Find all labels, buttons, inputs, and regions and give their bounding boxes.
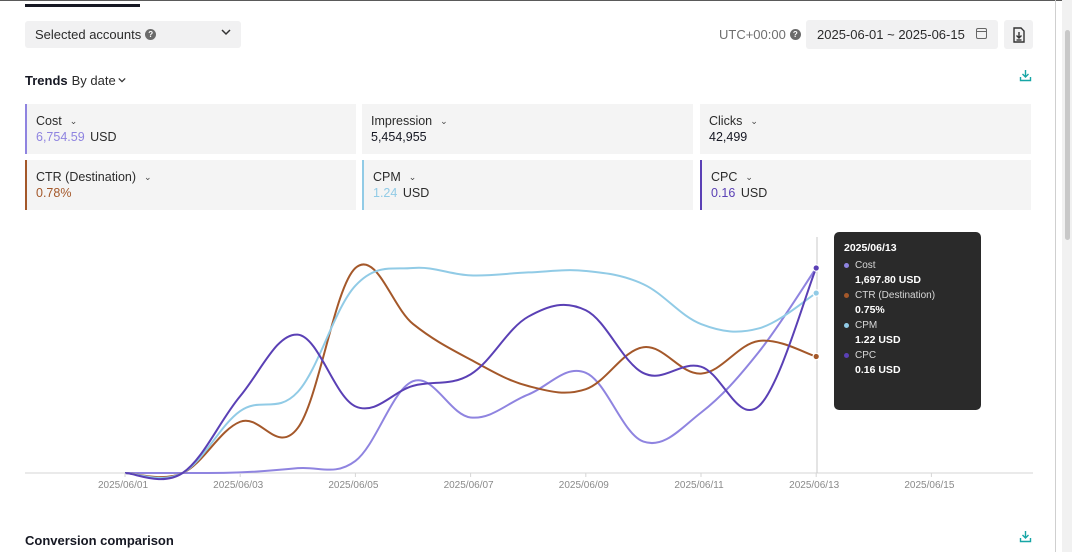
timezone-text: UTC+00:00 [719, 27, 786, 42]
metric-card-cpc[interactable]: CPC ⌄ 0.16 USD [700, 160, 1031, 210]
series-line-cpc [124, 267, 818, 481]
tooltip-row-ctr: CTR (Destination) 0.75% [844, 290, 971, 316]
chevron-down-icon: ⌄ [69, 115, 78, 126]
date-range-picker[interactable]: 2025-06-01 ~ 2025-06-15 [806, 20, 998, 49]
series-line-cost [124, 267, 818, 475]
help-icon[interactable]: ? [789, 29, 801, 40]
export-button[interactable] [1004, 20, 1033, 49]
group-by-select[interactable]: By date [71, 73, 116, 88]
chevron-down-icon [221, 27, 231, 40]
accounts-select[interactable]: Selected accounts ? [25, 21, 241, 48]
metric-name: Cost ⌄ [36, 114, 78, 128]
metric-card-cost[interactable]: Cost ⌄ 6,754.59 USD [25, 104, 356, 154]
metric-name: CPM ⌄ [373, 170, 417, 184]
tooltip-value: 0.75% [855, 304, 885, 316]
scrollbar-thumb[interactable] [1065, 30, 1070, 240]
metric-name: Clicks ⌄ [709, 114, 758, 128]
tooltip-row-cpc: CPC 0.16 USD [844, 350, 971, 376]
metric-value: 0.78% [36, 186, 72, 200]
hover-point-cpc [812, 264, 821, 272]
x-tick-label: 2025/06/11 [674, 480, 724, 491]
metric-card-clicks[interactable]: Clicks ⌄ 42,499 [700, 104, 1031, 154]
metric-unit: USD [90, 130, 117, 144]
conversion-comparison-title: Conversion comparison [25, 533, 174, 548]
chart-tooltip: 2025/06/13 Cost 1,697.80 USD CTR (Destin… [834, 232, 981, 410]
metric-name: CTR (Destination) ⌄ [36, 170, 152, 184]
series-line-cpm [124, 266, 817, 479]
legend-dot [844, 263, 849, 268]
scrollbar-track[interactable] [1062, 0, 1072, 552]
chevron-down-icon: ⌄ [750, 115, 758, 126]
x-tick-label: 2025/06/05 [328, 480, 378, 491]
calendar-icon [976, 28, 987, 39]
download-conversion-icon[interactable] [1019, 530, 1032, 548]
metric-value: 42,499 [709, 130, 748, 144]
metric-value: 5,454,955 [371, 130, 427, 144]
chevron-down-icon: ⌄ [745, 171, 753, 182]
legend-dot [844, 293, 849, 298]
legend-dot [844, 323, 849, 328]
tooltip-value: 1.22 USD [855, 334, 901, 346]
x-tick-label: 2025/06/01 [98, 480, 148, 491]
download-trends-icon[interactable] [1019, 69, 1032, 87]
tooltip-row-cost: Cost 1,697.80 USD [844, 260, 971, 286]
metric-card-impression[interactable]: Impression ⌄ 5,454,955 [362, 104, 693, 154]
x-tick-label: 2025/06/07 [444, 480, 494, 491]
chevron-down-icon [118, 76, 126, 86]
top-border [0, 0, 1072, 1]
metric-value: 6,754.59 [36, 130, 85, 144]
trends-title: Trends [25, 73, 68, 88]
x-tick-label: 2025/06/09 [559, 480, 609, 491]
chevron-down-icon: ⌄ [408, 171, 417, 182]
metric-card-cpm[interactable]: CPM ⌄ 1.24 USD [362, 160, 693, 210]
trends-header: Trends By date [25, 73, 126, 88]
metric-name: CPC ⌄ [711, 170, 753, 184]
tooltip-value: 0.16 USD [855, 364, 901, 376]
accounts-select-label: Selected accounts [35, 27, 142, 42]
panel-divider [1055, 0, 1056, 552]
hover-point-ctr [812, 352, 821, 361]
metric-value: 1.24 [373, 186, 398, 200]
chevron-down-icon: ⌄ [440, 115, 448, 126]
metric-name: Impression ⌄ [371, 114, 448, 128]
hover-point-cpm [812, 289, 821, 297]
x-tick-label: 2025/06/15 [904, 480, 954, 491]
timezone-label: UTC+00:00 ? [719, 27, 801, 42]
metric-value: 0.16 [711, 186, 736, 200]
help-icon[interactable]: ? [145, 29, 157, 40]
trend-line-chart[interactable]: 2025/06/01 2025/06/03 2025/06/05 2025/06/07… [0, 225, 1050, 500]
x-tick-label: 2025/06/03 [213, 480, 263, 491]
series-line-ctr [124, 263, 817, 479]
tooltip-value: 1,697.80 USD [855, 274, 921, 286]
x-tick-label: 2025/06/13 [789, 480, 839, 491]
legend-dot [844, 353, 849, 358]
active-tab-indicator [25, 4, 140, 7]
chevron-down-icon: ⌄ [144, 171, 152, 182]
tooltip-row-cpm: CPM 1.22 USD [844, 320, 971, 346]
metric-card-ctr[interactable]: CTR (Destination) ⌄ 0.78% [25, 160, 356, 210]
metric-unit: USD [740, 186, 768, 200]
download-file-icon [1012, 26, 1025, 43]
tooltip-date: 2025/06/13 [844, 242, 897, 254]
date-range-text: 2025-06-01 ~ 2025-06-15 [817, 27, 965, 42]
metric-unit: USD [402, 186, 430, 200]
